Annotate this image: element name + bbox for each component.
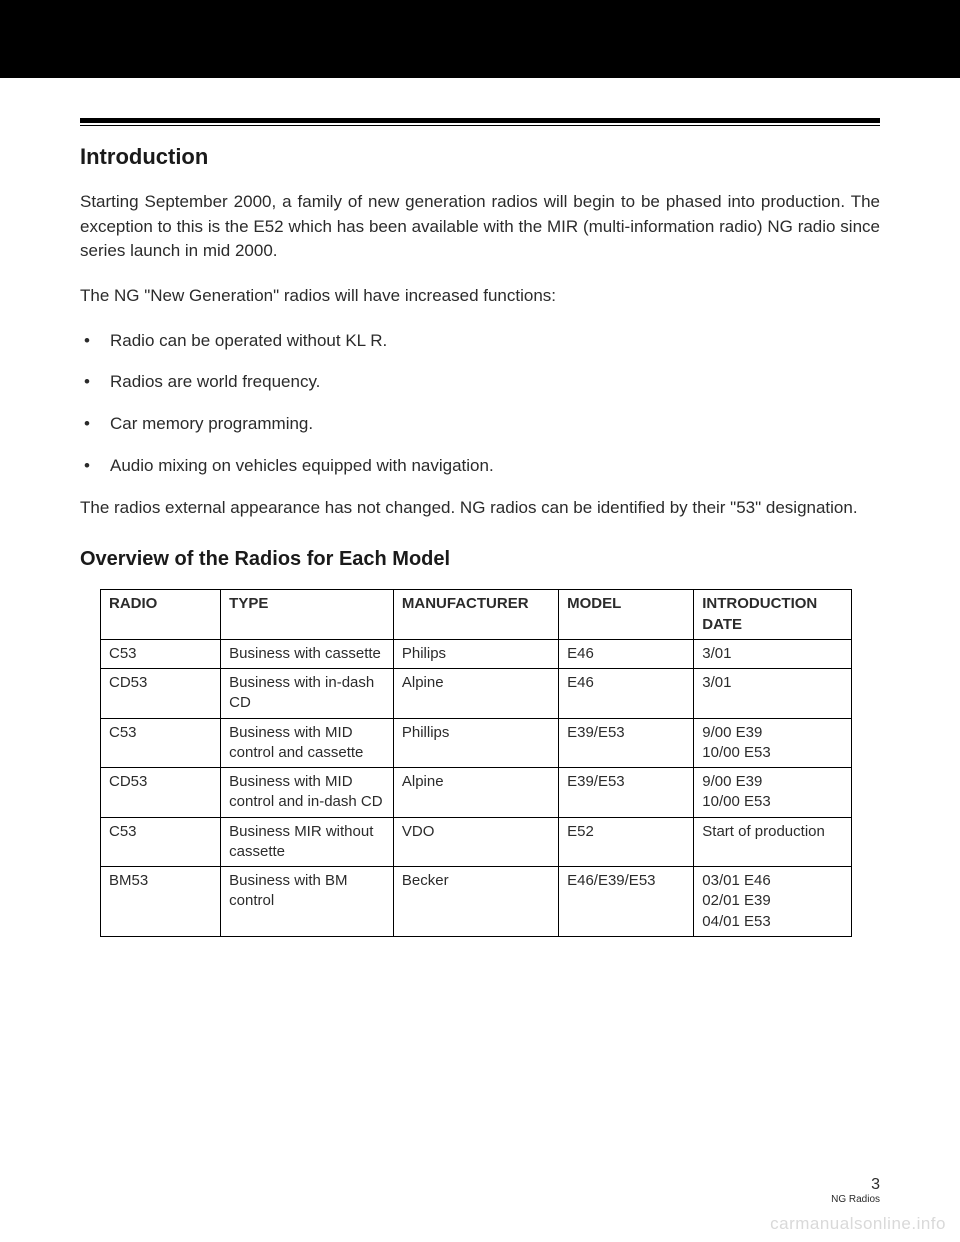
table-row: BM53 Business with BM control Becker E46… xyxy=(101,867,852,937)
doc-title: NG Radios xyxy=(831,1194,880,1206)
cell: E46 xyxy=(559,639,694,668)
table-row: CD53 Business with in-dash CD Alpine E46… xyxy=(101,669,852,719)
page-footer: 3 NG Radios xyxy=(831,1175,880,1206)
cell: C53 xyxy=(101,718,221,768)
cell: 3/01 xyxy=(694,669,852,719)
content-area: Introduction Starting September 2000, a … xyxy=(0,126,960,937)
cell: Business with MID control and cassette xyxy=(221,718,394,768)
cell: E46 xyxy=(559,669,694,719)
intro-paragraph-3: The radios external appearance has not c… xyxy=(80,496,880,521)
overview-title: Overview of the Radios for Each Model xyxy=(80,548,880,571)
cell: Philips xyxy=(393,639,558,668)
table-row: C53 Business MIR without cassette VDO E5… xyxy=(101,817,852,867)
cell: 03/01 E4602/01 E3904/01 E53 xyxy=(694,867,852,937)
page-number: 3 xyxy=(831,1175,880,1194)
rule-wrap xyxy=(0,118,960,126)
cell: Business with MID control and in-dash CD xyxy=(221,768,394,818)
list-item: Audio mixing on vehicles equipped with n… xyxy=(80,454,880,478)
col-manufacturer: MANUFACTURER xyxy=(393,590,558,640)
list-item: Car memory programming. xyxy=(80,412,880,436)
top-black-bar xyxy=(0,0,960,78)
cell: E52 xyxy=(559,817,694,867)
cell: CD53 xyxy=(101,669,221,719)
cell: VDO xyxy=(393,817,558,867)
feature-list: Radio can be operated without KL R. Radi… xyxy=(80,329,880,478)
table-body: C53 Business with cassette Philips E46 3… xyxy=(101,639,852,936)
col-radio: RADIO xyxy=(101,590,221,640)
cell: Alpine xyxy=(393,669,558,719)
cell: Phillips xyxy=(393,718,558,768)
col-type: TYPE xyxy=(221,590,394,640)
col-model: MODEL xyxy=(559,590,694,640)
spacer-bar xyxy=(0,78,960,118)
cell: Business with in-dash CD xyxy=(221,669,394,719)
table-row: C53 Business with cassette Philips E46 3… xyxy=(101,639,852,668)
list-item: Radios are world frequency. xyxy=(80,370,880,394)
cell: CD53 xyxy=(101,768,221,818)
cell: BM53 xyxy=(101,867,221,937)
cell: E39/E53 xyxy=(559,768,694,818)
table-header-row: RADIO TYPE MANUFACTURER MODEL INTRODUCTI… xyxy=(101,590,852,640)
cell: Becker xyxy=(393,867,558,937)
cell: E46/E39/E53 xyxy=(559,867,694,937)
cell: 9/00 E3910/00 E53 xyxy=(694,718,852,768)
cell: 9/00 E3910/00 E53 xyxy=(694,768,852,818)
col-date: INTRODUCTION DATE xyxy=(694,590,852,640)
radio-table: RADIO TYPE MANUFACTURER MODEL INTRODUCTI… xyxy=(100,589,852,937)
cell: Alpine xyxy=(393,768,558,818)
page: Introduction Starting September 2000, a … xyxy=(0,0,960,1242)
cell: 3/01 xyxy=(694,639,852,668)
watermark: carmanualsonline.info xyxy=(770,1214,946,1234)
intro-paragraph-1: Starting September 2000, a family of new… xyxy=(80,190,880,264)
cell: C53 xyxy=(101,817,221,867)
cell: C53 xyxy=(101,639,221,668)
cell: Start of production xyxy=(694,817,852,867)
table-row: C53 Business with MID control and casset… xyxy=(101,718,852,768)
table-row: CD53 Business with MID control and in-da… xyxy=(101,768,852,818)
cell: E39/E53 xyxy=(559,718,694,768)
cell: Business with BM control xyxy=(221,867,394,937)
rule-thick xyxy=(80,118,880,123)
list-item: Radio can be operated without KL R. xyxy=(80,329,880,353)
intro-paragraph-2: The NG "New Generation" radios will have… xyxy=(80,284,880,309)
cell: Business MIR without cassette xyxy=(221,817,394,867)
cell: Business with cassette xyxy=(221,639,394,668)
page-title: Introduction xyxy=(80,144,880,170)
